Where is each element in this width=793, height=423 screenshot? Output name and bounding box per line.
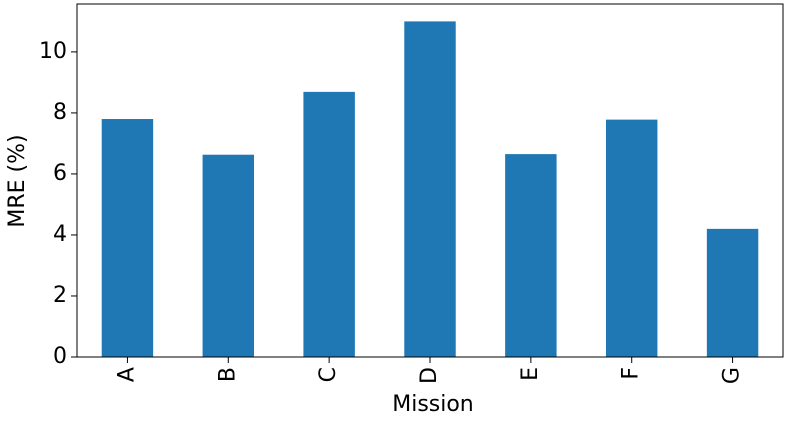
bar	[404, 21, 456, 358]
y-axis-label: MRE (%)	[5, 134, 30, 227]
bar	[706, 228, 759, 357]
x-tick-label: E	[518, 367, 543, 381]
x-tick-label: B	[215, 367, 240, 382]
bar	[505, 154, 557, 357]
x-tick-label: G	[720, 367, 745, 384]
bar	[101, 119, 154, 358]
bar	[202, 154, 255, 357]
x-tick-label: A	[114, 367, 139, 382]
x-tick-label: C	[316, 367, 341, 382]
y-tick-label: 6	[53, 161, 67, 186]
y-tick-label: 0	[53, 344, 67, 369]
bar	[303, 91, 355, 358]
x-tick-label: F	[619, 367, 644, 380]
plot-frame	[76, 3, 784, 358]
y-tick-label: 8	[53, 100, 67, 125]
bar	[605, 119, 658, 358]
y-tick-label: 4	[53, 222, 67, 247]
y-tick-label: 2	[53, 283, 67, 308]
y-tick-label: 10	[39, 39, 67, 64]
x-tick-label: D	[417, 367, 442, 384]
x-axis-label: Mission	[392, 392, 474, 417]
